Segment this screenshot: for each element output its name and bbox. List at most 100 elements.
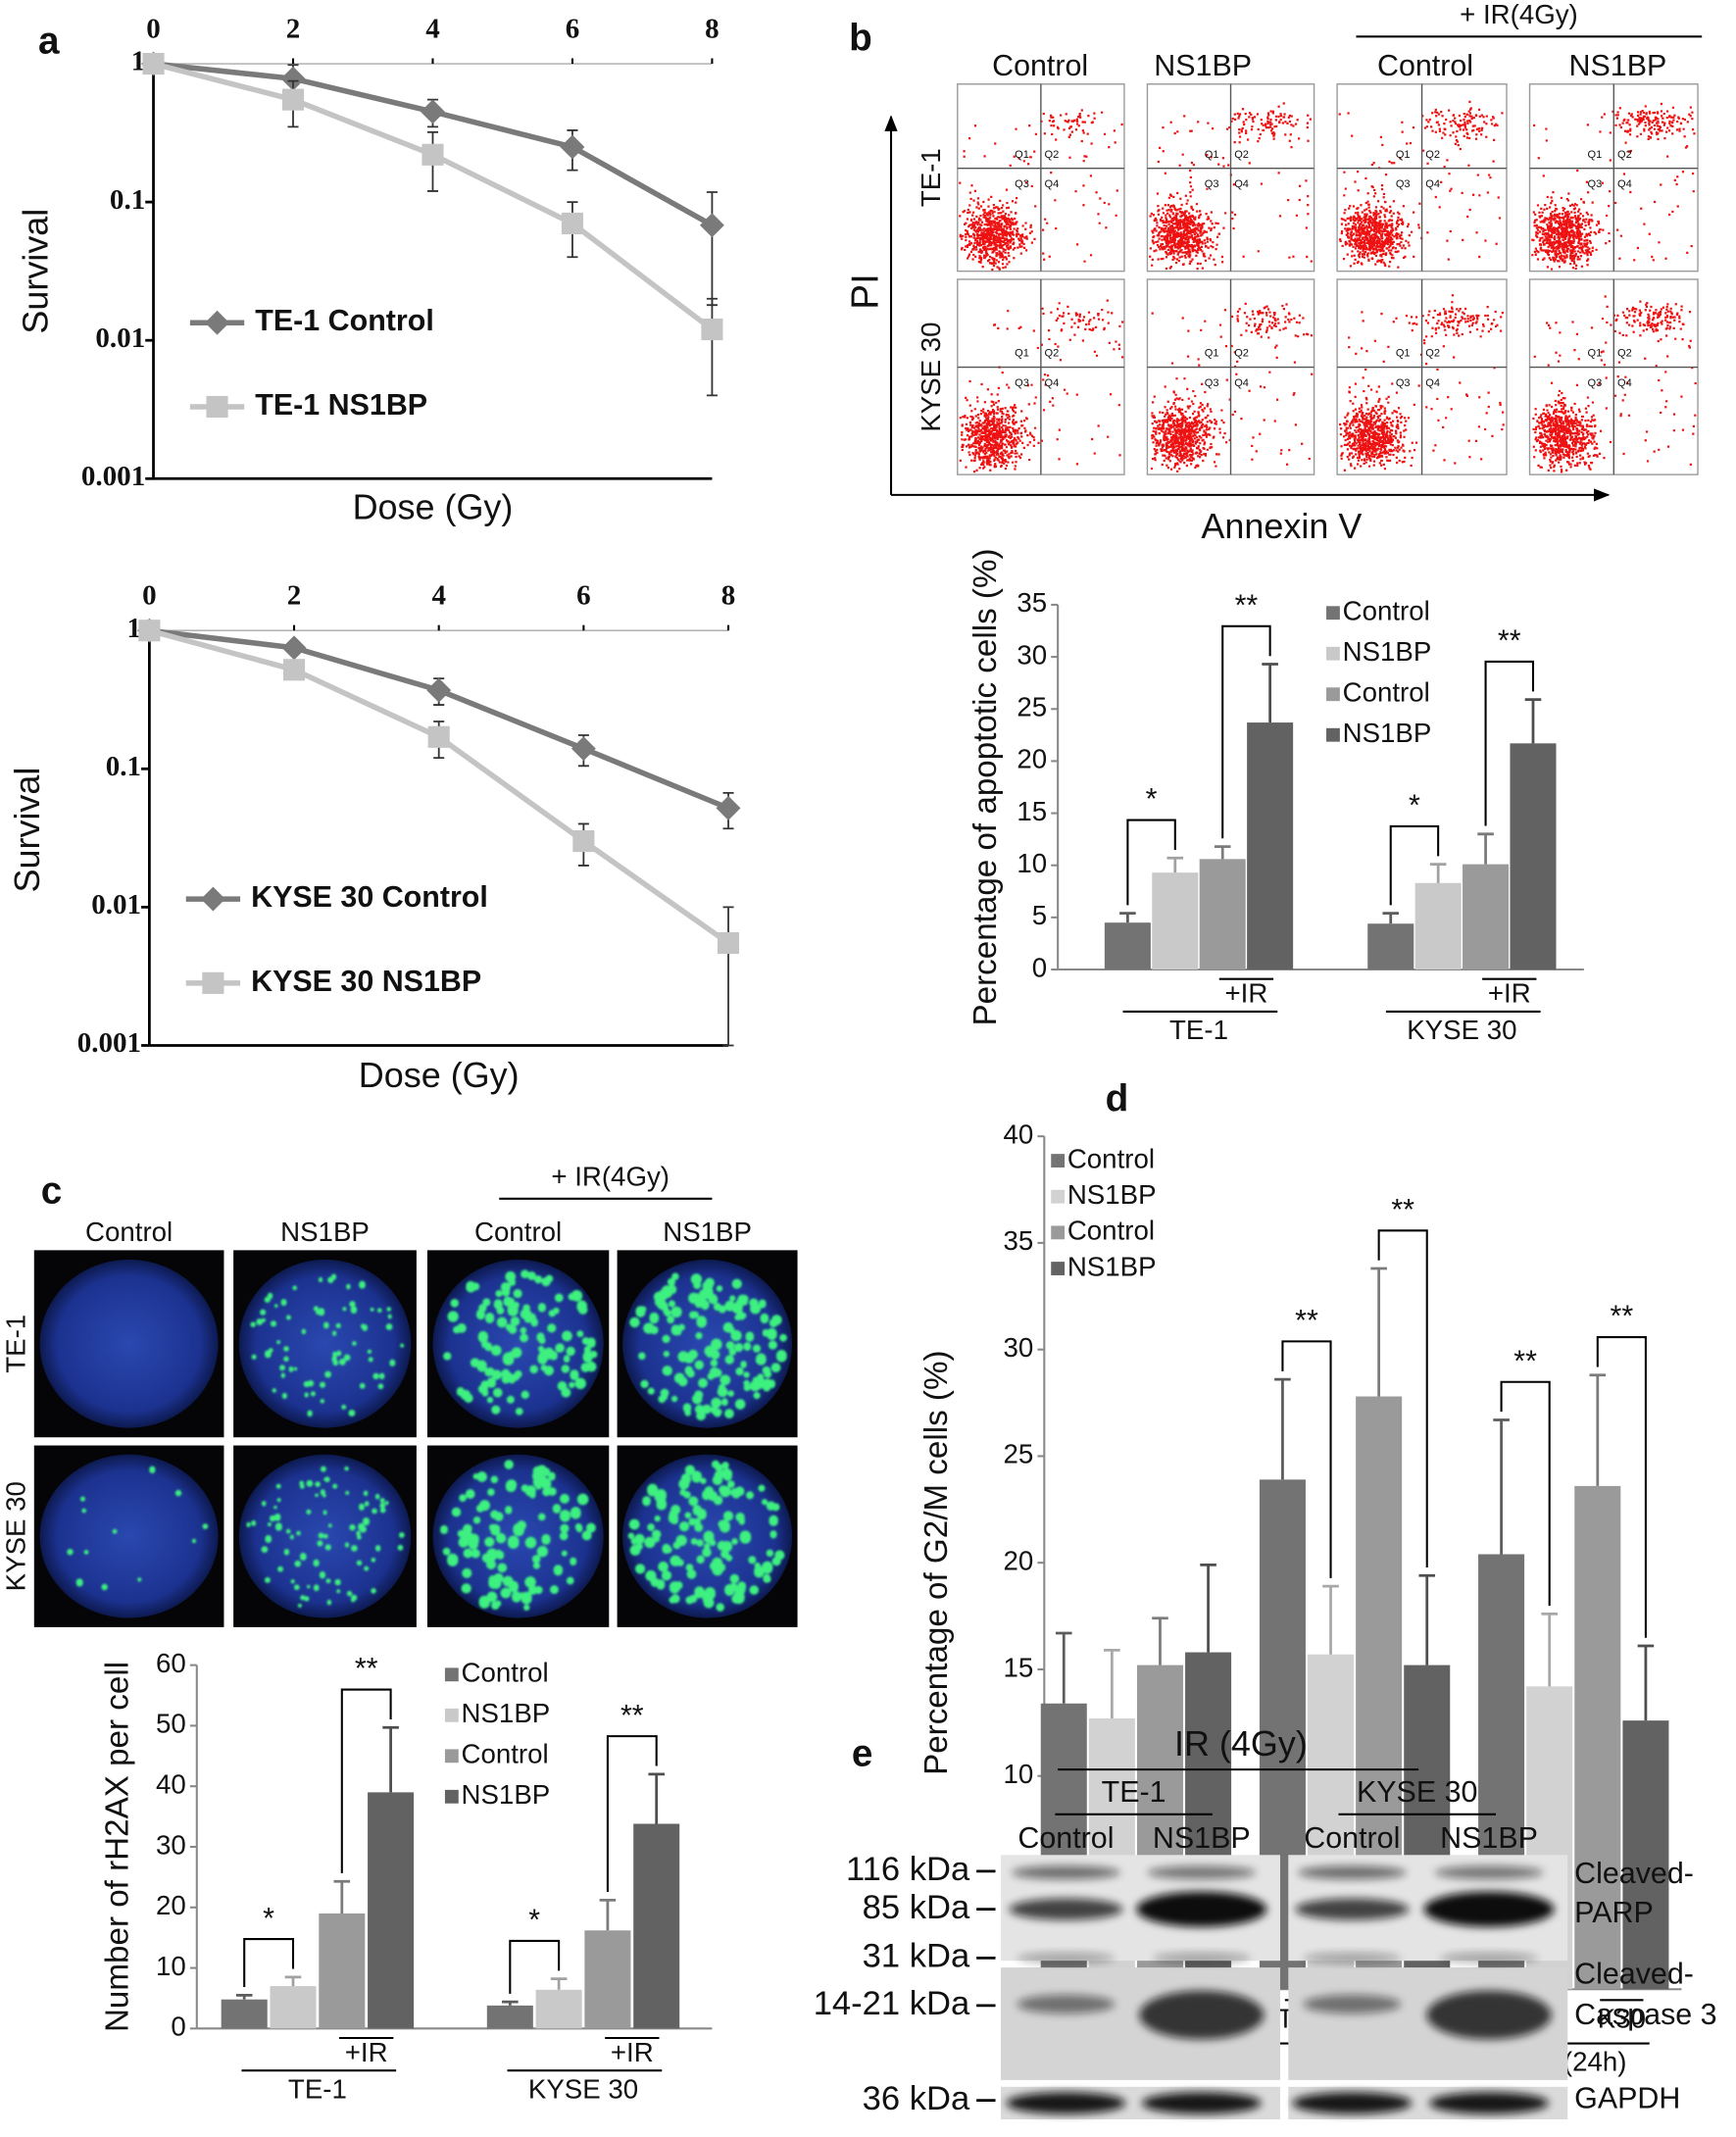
band xyxy=(1440,1952,1538,1963)
nucleus xyxy=(238,1259,412,1428)
legend-label: NS1BP xyxy=(462,1779,551,1810)
row-label: KYSE 30 xyxy=(1,1481,31,1591)
significance-bracket xyxy=(1389,824,1440,906)
error-bar xyxy=(502,2000,519,2006)
y-tick-label: 0.01 xyxy=(95,323,145,354)
y-tick-label: 1 xyxy=(127,613,142,644)
y-tick-label: 15 xyxy=(1017,796,1047,826)
treatment-label: + IR(4Gy) xyxy=(551,1161,670,1191)
quadrant-label: Q1 xyxy=(1015,149,1029,161)
error-bar xyxy=(706,297,718,397)
band xyxy=(1303,1952,1402,1963)
significance-label: ** xyxy=(1235,588,1259,621)
bar xyxy=(1414,882,1462,970)
panel-letter: e xyxy=(852,1733,873,1775)
quadrant-label: Q4 xyxy=(1234,377,1249,389)
lane-label: Control xyxy=(1304,1821,1400,1855)
nucleus xyxy=(39,1454,219,1618)
y-tick-label: 0.001 xyxy=(81,461,145,492)
error-bar xyxy=(284,1975,302,1987)
panel-letter: d xyxy=(1106,1077,1129,1119)
marker xyxy=(561,212,584,235)
bar xyxy=(1367,923,1414,970)
y-axis-title: Percentage of G2/M cells (%) xyxy=(918,1350,955,1774)
legend-label: KYSE 30 NS1BP xyxy=(251,965,481,998)
significance-bracket xyxy=(1281,1340,1332,1578)
legend-marker xyxy=(200,886,225,912)
x-tick-label: 2 xyxy=(287,580,302,612)
error-bar xyxy=(1637,1644,1655,1721)
ir-label: +IR xyxy=(1225,978,1268,1009)
y-tick-label: 10 xyxy=(1017,848,1047,878)
treatment-label: + IR(4Gy) xyxy=(1460,0,1578,29)
quadrant-label: Q2 xyxy=(1425,149,1440,161)
legend-label: Control xyxy=(1343,677,1430,708)
band xyxy=(1303,1994,1402,2014)
x-tick-label: 8 xyxy=(721,580,736,612)
y-tick-label: 20 xyxy=(1017,744,1047,774)
y-axis-title: PI xyxy=(845,273,887,310)
significance-bracket xyxy=(1221,624,1271,839)
significance-label: * xyxy=(528,1904,540,1937)
x-tick-label: KYSE 30 xyxy=(1407,1015,1516,1045)
x-tick-label: 8 xyxy=(705,13,719,44)
bar xyxy=(1510,743,1557,970)
legend-label: NS1BP xyxy=(1343,718,1432,748)
marker xyxy=(427,725,450,748)
bar xyxy=(221,1999,268,2029)
marker xyxy=(282,659,306,681)
foci xyxy=(627,1460,785,1612)
band xyxy=(1295,1898,1410,1920)
nucleus xyxy=(39,1259,219,1428)
legend-label: NS1BP xyxy=(462,1698,551,1728)
legend-label: KYSE 30 Control xyxy=(251,880,488,914)
legend-swatch xyxy=(444,1667,459,1682)
legend-swatch xyxy=(1326,687,1340,702)
error-bar xyxy=(1214,845,1231,860)
legend-swatch xyxy=(1051,1262,1066,1275)
y-tick-label: 10 xyxy=(1003,1759,1033,1789)
flow-events xyxy=(1339,294,1505,472)
quadrant-label: Q2 xyxy=(1617,149,1632,161)
quadrant-label: Q3 xyxy=(1588,377,1603,389)
y-tick-label: 20 xyxy=(156,1890,186,1920)
y-tick-label: 0.01 xyxy=(91,889,141,920)
marker xyxy=(138,620,161,642)
bar xyxy=(270,1986,317,2029)
legend-label: Control xyxy=(1343,596,1430,626)
y-tick-label: 35 xyxy=(1017,587,1047,618)
significance-label: ** xyxy=(1513,1344,1537,1377)
bar xyxy=(1104,922,1151,970)
marker xyxy=(281,635,307,661)
significance-label: * xyxy=(263,1902,274,1935)
quadrant-label: Q3 xyxy=(1015,178,1029,190)
quadrant-label: Q3 xyxy=(1015,377,1029,389)
significance-bracket xyxy=(243,1938,295,1988)
mw-marker: 14-21 kDa xyxy=(814,1985,970,2022)
quadrant-label: Q2 xyxy=(1617,348,1632,360)
marker xyxy=(701,318,723,341)
legend-label: TE-1 Control xyxy=(255,304,434,337)
error-bar xyxy=(706,191,718,307)
quadrant-label: Q2 xyxy=(1045,149,1060,161)
band xyxy=(1423,1891,1555,1927)
significance-bracket xyxy=(340,1688,392,1873)
significance-label: ** xyxy=(620,1699,644,1732)
bar xyxy=(633,1823,680,2029)
bar xyxy=(1622,1720,1669,1990)
legend-swatch xyxy=(1326,606,1340,621)
error-bar xyxy=(599,1898,617,1931)
y-tick-label: 35 xyxy=(1003,1225,1033,1256)
y-tick-label: 0.1 xyxy=(106,751,141,782)
legend-swatch xyxy=(1051,1225,1066,1240)
x-tick-label: 0 xyxy=(142,580,157,612)
bar xyxy=(1463,864,1510,970)
error-bar xyxy=(1541,1613,1558,1687)
quadrant-label: Q4 xyxy=(1234,178,1249,190)
legend-label: TE-1 NS1BP xyxy=(255,388,427,422)
row-label: TE-1 xyxy=(916,148,946,207)
error-bar xyxy=(1382,912,1400,924)
column-label: Control xyxy=(1377,49,1473,82)
flow-events xyxy=(959,109,1123,272)
